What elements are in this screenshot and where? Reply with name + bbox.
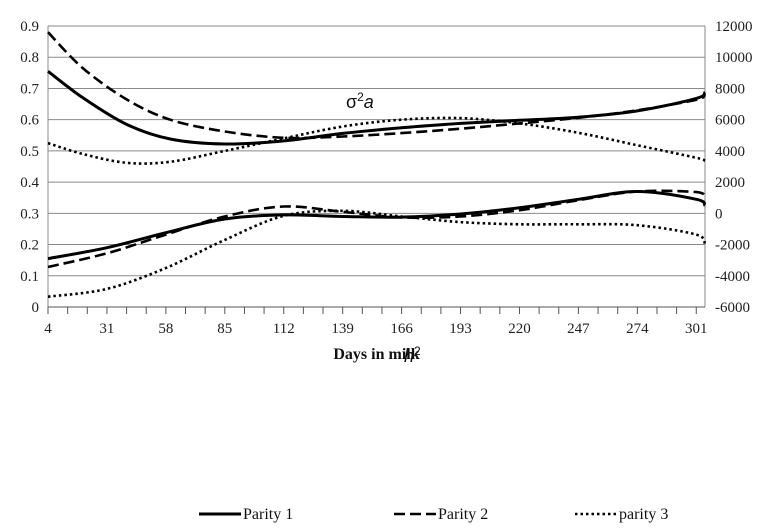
gridlines (48, 25, 705, 308)
sigma2a-annotation: σ2a (346, 90, 374, 112)
legend-item: parity 3 (575, 506, 668, 523)
series-line-parity-1-h2 (47, 189, 707, 261)
axes: 0 0.1 0.2 0.3 0.4 0.5 0.6 0.7 0.8 0.9 -6000 -4000 -2… (20, 19, 752, 363)
y-right-tick-label: -6000 (715, 300, 750, 316)
y-right-tick-label: 4000 (715, 144, 745, 160)
series-line-parity-3-sigma2a (47, 116, 706, 165)
y-right-tick-label: 10000 (715, 50, 753, 66)
legend: Parity 1 Parity 2 parity 3 (199, 506, 668, 523)
y-left-tick-label: 0.3 (20, 206, 39, 222)
y-left-tick-label: 0.2 (20, 238, 39, 254)
annotations: σ2a h2 (346, 90, 421, 366)
y-right-tick-label: 6000 (715, 113, 745, 129)
x-tick-label: 274 (626, 321, 649, 337)
h2-annotation: h2 (404, 344, 421, 366)
x-tick-label: 220 (508, 321, 531, 337)
y-left-tick-label: 0.8 (20, 50, 39, 66)
x-tick-label: 4 (44, 321, 52, 337)
x-axis-title: Days in milk (333, 346, 419, 363)
x-tick-label: 58 (158, 321, 173, 337)
y-left-tick-label: 0.5 (20, 144, 39, 160)
y-right-tick-label: -4000 (715, 269, 750, 285)
x-tick-label: 247 (567, 321, 590, 337)
series-line-parity-3-h2 (47, 209, 707, 298)
y-right-tick-label: 2000 (715, 175, 745, 191)
x-tick-label: 112 (273, 321, 295, 337)
series-line-parity-2-h2 (47, 189, 707, 269)
y-left-tick-label: 0 (32, 300, 40, 316)
legend-label: Parity 1 (243, 506, 293, 523)
series-line-parity-2-sigma2a (47, 31, 706, 140)
x-tick-label: 301 (685, 321, 708, 337)
y-right-tick-label: 12000 (715, 19, 753, 35)
y-left-tick-label: 0.7 (20, 81, 39, 97)
y-right-tick-label: -2000 (715, 238, 750, 254)
x-tick-label: 139 (331, 321, 354, 337)
series-line-parity-1-sigma2a (47, 70, 707, 146)
x-tick-label: 31 (99, 321, 114, 337)
legend-label: Parity 2 (438, 506, 488, 523)
legend-item: Parity 2 (394, 506, 488, 523)
x-tick-label: 166 (390, 321, 413, 337)
y-left-tick-label: 0.9 (20, 19, 39, 35)
y-right-tick-label: 8000 (715, 81, 745, 97)
x-tick-label: 85 (217, 321, 232, 337)
x-tick-label: 193 (449, 321, 472, 337)
y-left-tick-label: 0.1 (20, 269, 39, 285)
series-lines (47, 31, 707, 298)
y-left-tick-label: 0.6 (20, 113, 39, 129)
y-left-tick-label: 0.4 (20, 175, 39, 191)
legend-item: Parity 1 (199, 506, 293, 523)
y-right-tick-label: 0 (715, 206, 723, 222)
legend-label: parity 3 (619, 506, 668, 523)
